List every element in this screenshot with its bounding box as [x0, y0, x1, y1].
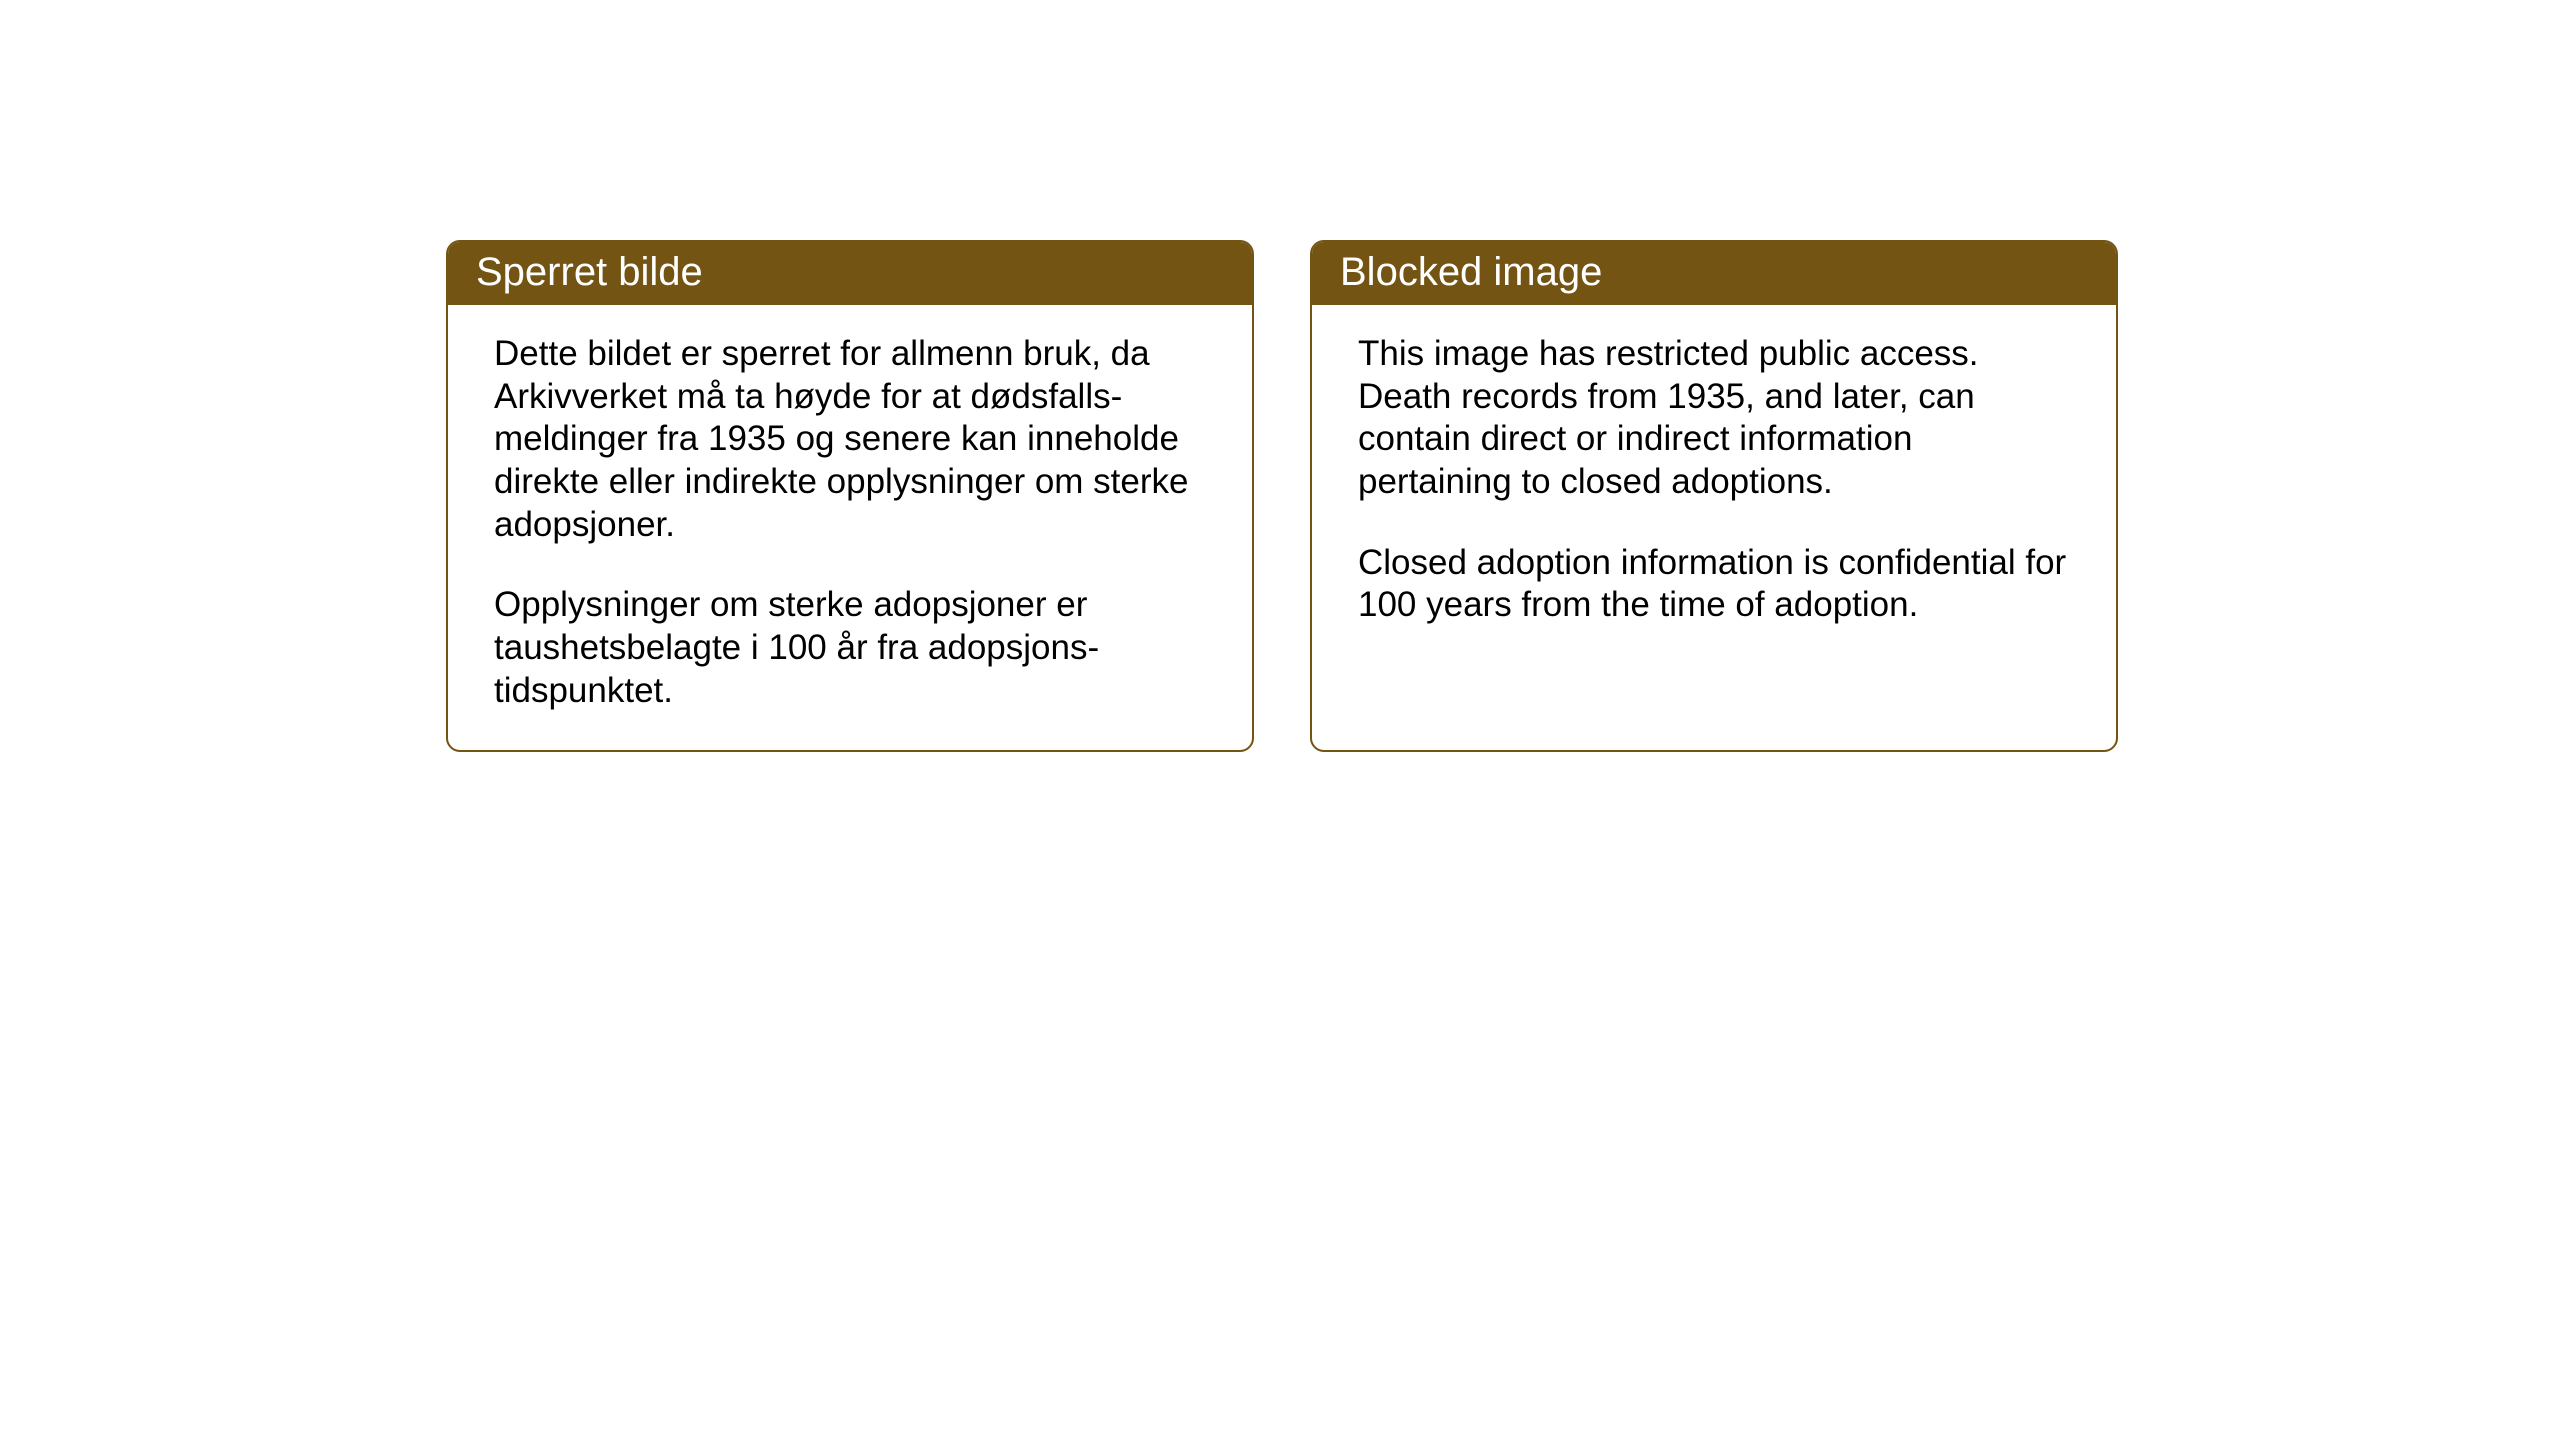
card-header-norwegian: Sperret bilde [448, 242, 1252, 305]
notice-container: Sperret bilde Dette bildet er sperret fo… [446, 240, 2118, 752]
notice-card-english: Blocked image This image has restricted … [1310, 240, 2118, 752]
notice-card-norwegian: Sperret bilde Dette bildet er sperret fo… [446, 240, 1254, 752]
card-title-english: Blocked image [1340, 250, 1602, 294]
card-header-english: Blocked image [1312, 242, 2116, 305]
card-body-norwegian: Dette bildet er sperret for allmenn bruk… [448, 305, 1252, 749]
card-body-english: This image has restricted public access.… [1312, 305, 2116, 663]
card-paragraph-english-1: This image has restricted public access.… [1358, 333, 2070, 504]
card-paragraph-english-2: Closed adoption information is confident… [1358, 542, 2070, 627]
card-paragraph-norwegian-2: Opplysninger om sterke adopsjoner er tau… [494, 584, 1206, 712]
card-title-norwegian: Sperret bilde [476, 250, 703, 294]
card-paragraph-norwegian-1: Dette bildet er sperret for allmenn bruk… [494, 333, 1206, 546]
